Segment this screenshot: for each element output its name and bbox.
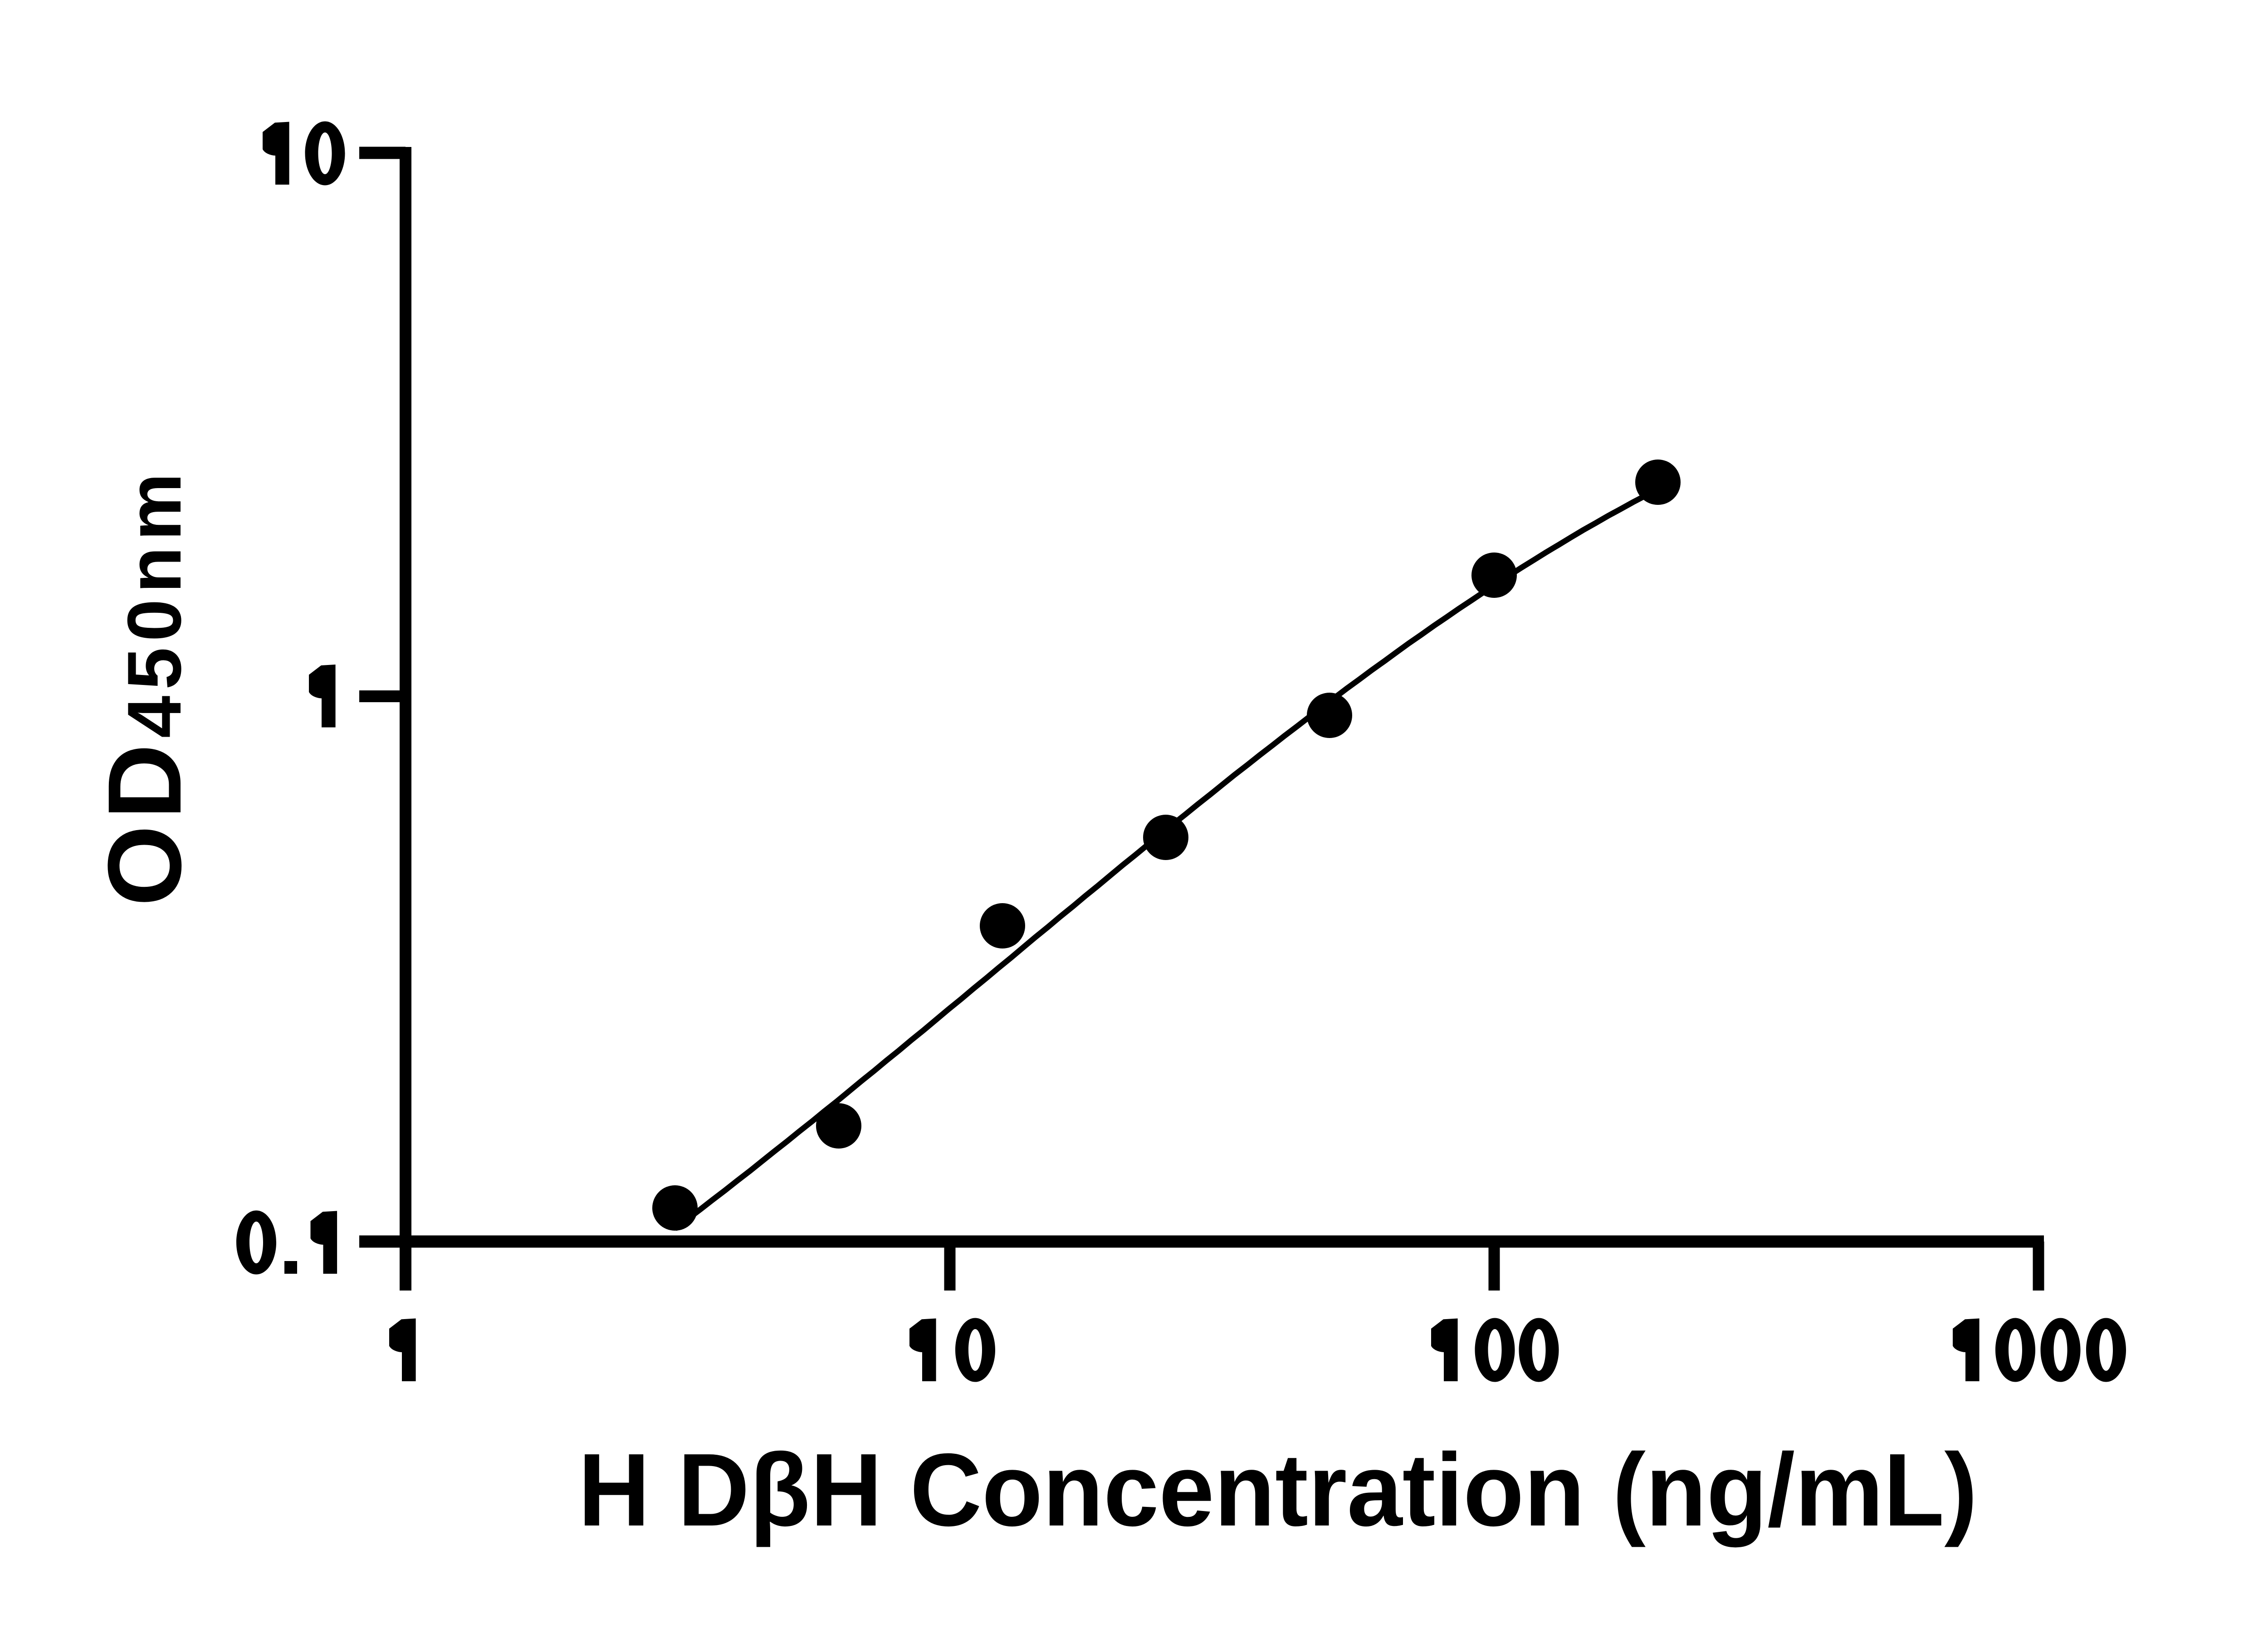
svg-text:H DβH Concentration (ng/mL): H DβH Concentration (ng/mL) (578, 1433, 1978, 1548)
svg-text:OD450nm: OD450nm (86, 467, 203, 906)
